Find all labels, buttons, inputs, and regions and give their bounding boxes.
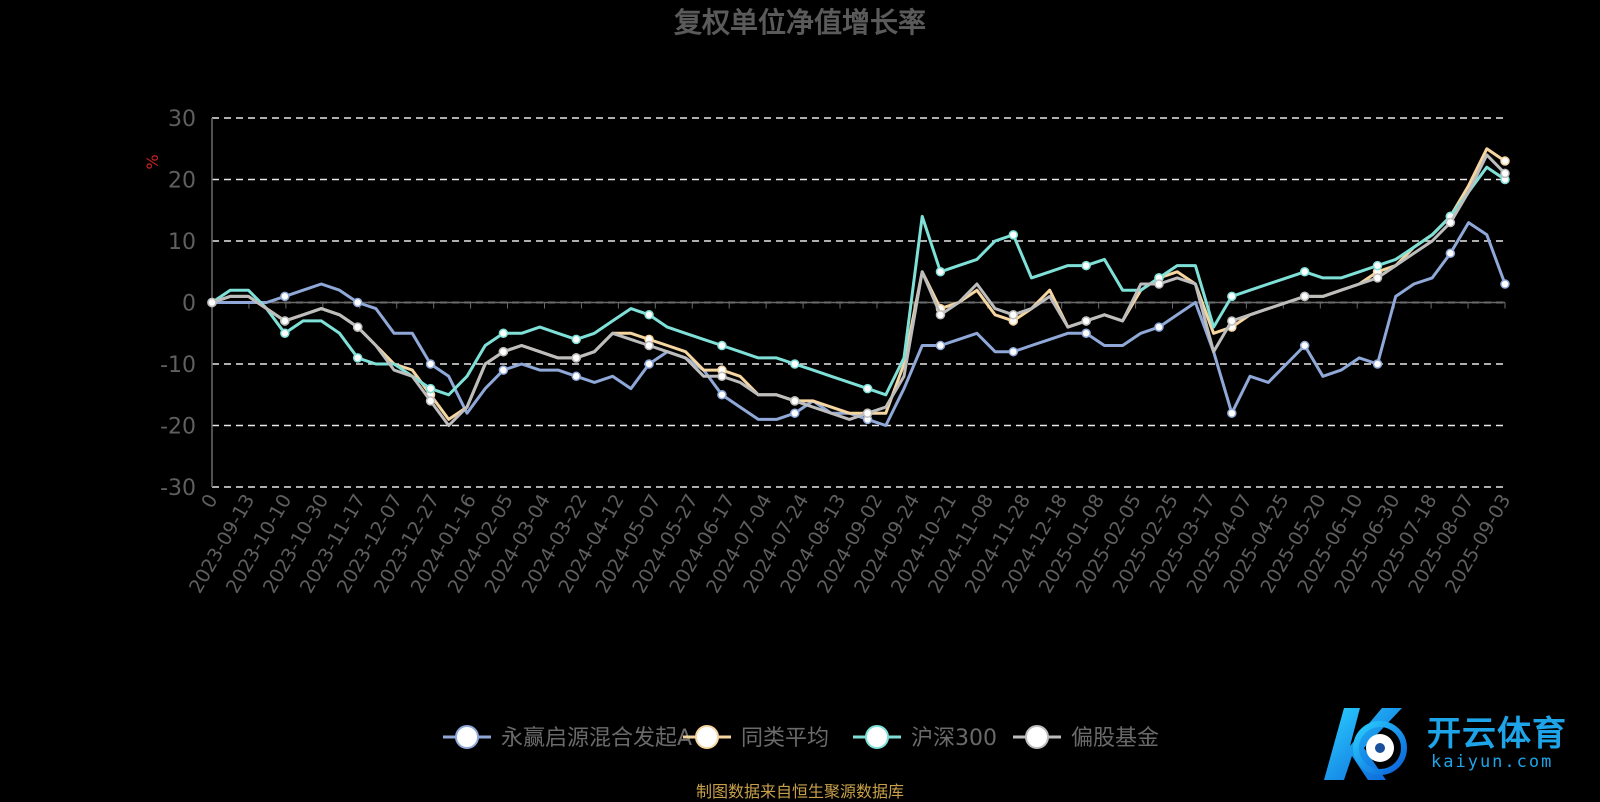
data-point xyxy=(717,371,727,382)
data-point xyxy=(1372,359,1383,369)
data-point xyxy=(280,291,290,302)
data-point xyxy=(207,297,217,308)
data-point xyxy=(1008,230,1019,240)
y-tick-label: 0 xyxy=(182,292,196,317)
data-point xyxy=(1081,316,1091,326)
data-point xyxy=(1008,346,1019,357)
data-point xyxy=(1227,291,1237,302)
legend-label: 永赢启源混合发起A xyxy=(501,726,692,751)
y-tick-label: 30 xyxy=(168,107,196,132)
data-point xyxy=(498,328,509,338)
source-note: 制图数据来自恒生聚源数据库 xyxy=(695,782,904,801)
series-line xyxy=(211,165,1506,397)
data-point xyxy=(280,316,290,326)
data-point xyxy=(352,353,363,363)
data-point xyxy=(571,353,581,363)
legend-marker xyxy=(1025,725,1049,749)
legend-marker xyxy=(455,725,479,749)
kaiyun-logo-icon xyxy=(1324,708,1407,780)
legend-item[interactable]: 永赢启源混合发起A xyxy=(443,725,692,751)
data-point xyxy=(1081,260,1091,271)
chart-title: 复权单位净值增长率 xyxy=(674,6,926,39)
data-point xyxy=(1008,310,1019,320)
legend-label: 同类平均 xyxy=(741,726,829,751)
data-point xyxy=(644,340,654,351)
data-point xyxy=(280,328,290,338)
legend-item[interactable]: 同类平均 xyxy=(683,725,829,751)
data-point xyxy=(935,267,946,277)
y-tick-label: 10 xyxy=(168,230,196,255)
legend-marker xyxy=(695,725,719,749)
data-point xyxy=(1154,322,1164,332)
data-point xyxy=(498,365,509,375)
data-point xyxy=(425,359,436,369)
series-line xyxy=(211,153,1507,427)
data-point xyxy=(1299,267,1310,277)
data-point xyxy=(498,346,509,357)
data-point xyxy=(717,340,727,351)
data-point xyxy=(717,390,727,400)
data-point xyxy=(790,359,800,369)
y-axis-label: % xyxy=(143,154,162,169)
data-point xyxy=(935,340,946,351)
data-point xyxy=(790,408,800,418)
y-axis: 30 20 10 0 -10 -20 -30 xyxy=(160,107,213,501)
data-point xyxy=(1299,340,1310,351)
series-line xyxy=(211,147,1506,421)
data-point xyxy=(425,383,436,394)
data-point xyxy=(352,297,363,308)
data-point xyxy=(1500,156,1510,166)
watermark-brand: 开云体育 xyxy=(1427,714,1567,754)
legend-item[interactable]: 偏股基金 xyxy=(1013,725,1159,751)
data-point xyxy=(571,334,581,345)
x-tick-label: 0 xyxy=(197,491,222,512)
watermark-sub: kaiyun.com xyxy=(1431,752,1554,772)
data-point xyxy=(1227,316,1237,326)
data-point xyxy=(1372,273,1383,283)
x-axis: 02023-09-132023-10-102023-10-302023-11-1… xyxy=(185,301,1515,597)
legend-item[interactable]: 沪深300 xyxy=(853,725,997,751)
legend-label: 偏股基金 xyxy=(1071,726,1159,751)
data-point xyxy=(1445,217,1456,228)
data-point xyxy=(1500,168,1510,179)
data-point xyxy=(1081,328,1091,338)
y-tick-label: 20 xyxy=(168,169,196,194)
y-tick-label: -30 xyxy=(160,476,196,501)
data-point xyxy=(1299,291,1310,302)
legend-label: 沪深300 xyxy=(911,726,997,751)
data-point xyxy=(425,396,436,406)
series-lines xyxy=(207,147,1510,427)
y-tick-label: -10 xyxy=(160,353,196,378)
data-point xyxy=(1500,279,1510,289)
series-line xyxy=(212,221,1507,427)
data-point xyxy=(862,383,873,394)
data-point xyxy=(862,408,873,418)
data-point xyxy=(790,396,800,406)
data-point xyxy=(1372,260,1383,271)
data-point xyxy=(1445,248,1456,259)
data-point xyxy=(644,310,654,320)
data-point xyxy=(935,310,946,320)
data-point xyxy=(644,359,654,369)
data-point xyxy=(1154,279,1164,289)
legend[interactable]: 永赢启源混合发起A 同类平均 沪深300 偏股基金 xyxy=(443,725,1159,751)
legend-marker xyxy=(865,725,889,749)
data-point xyxy=(352,322,363,332)
data-point xyxy=(571,371,581,382)
data-point xyxy=(1227,408,1237,418)
y-tick-label: -20 xyxy=(160,415,196,440)
